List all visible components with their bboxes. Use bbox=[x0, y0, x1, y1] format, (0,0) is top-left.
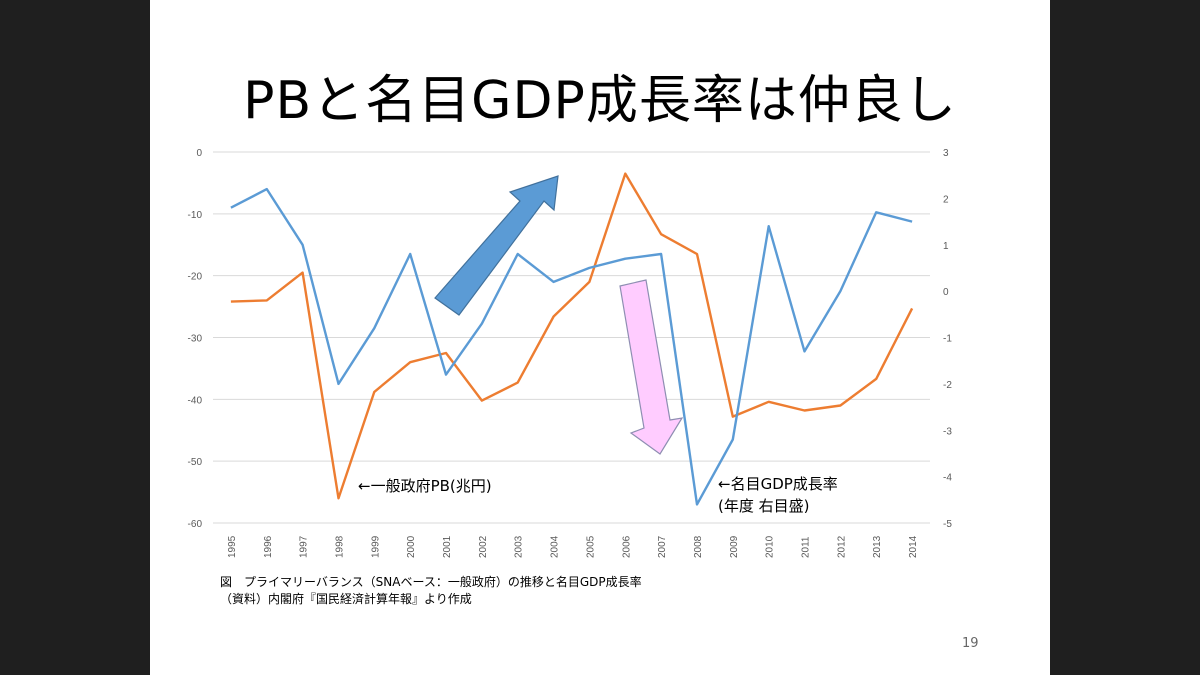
x-tick-label: 2009 bbox=[729, 535, 740, 558]
x-tick-label: 2006 bbox=[621, 535, 632, 558]
left-tick-label: -50 bbox=[188, 457, 203, 468]
gdp-series-line bbox=[230, 187, 913, 506]
page-number: 19 bbox=[962, 636, 979, 651]
left-axis-ticks: 0 -10 -20 -30 -40 -50 -60 bbox=[188, 148, 203, 530]
trend-arrows bbox=[434, 175, 684, 455]
x-tick-label: 2005 bbox=[585, 535, 596, 558]
right-tick-label: -4 bbox=[943, 473, 952, 484]
left-tick-label: -20 bbox=[188, 272, 203, 283]
figure-caption: 図 プライマリーバランス（SNAベース：一般政府）の推移と名目GDP成長率 （資… bbox=[220, 574, 642, 608]
x-tick-label: 2000 bbox=[406, 535, 417, 558]
right-axis-ticks: 3 2 1 0 -1 -2 -3 -4 -5 bbox=[943, 148, 952, 530]
left-tick-label: 0 bbox=[196, 148, 202, 159]
left-tick-label: -10 bbox=[188, 210, 203, 221]
x-tick-label: 2012 bbox=[836, 535, 847, 558]
right-tick-label: 2 bbox=[943, 194, 949, 205]
pb-series-label: ←一般政府PB(兆円) bbox=[358, 477, 492, 495]
caption-line-1: 図 プライマリーバランス（SNAベース：一般政府）の推移と名目GDP成長率 bbox=[220, 575, 642, 589]
right-tick-label: -5 bbox=[943, 519, 952, 530]
left-tick-label: -40 bbox=[188, 395, 203, 406]
down-arrow bbox=[619, 279, 684, 455]
x-tick-label: 2011 bbox=[801, 536, 812, 558]
x-tick-label: 2013 bbox=[872, 535, 883, 558]
x-tick-label: 2001 bbox=[442, 535, 453, 558]
right-tick-label: -2 bbox=[943, 380, 952, 391]
left-tick-label: -30 bbox=[188, 334, 203, 345]
x-tick-label: 1998 bbox=[334, 535, 345, 558]
x-tick-label: 2003 bbox=[514, 535, 525, 558]
x-tick-label: 1995 bbox=[227, 535, 238, 558]
grid-lines bbox=[213, 151, 930, 524]
x-tick-label: 2010 bbox=[765, 535, 776, 558]
x-tick-label: 2004 bbox=[550, 535, 561, 558]
left-tick-label: -60 bbox=[188, 519, 203, 530]
series-lines bbox=[230, 172, 914, 506]
x-tick-label: 1997 bbox=[299, 535, 310, 558]
x-tick-label: 2008 bbox=[693, 535, 704, 558]
x-axis-ticks: 1995 1996 1997 1998 1999 2000 2001 2002 2003 2004… bbox=[227, 535, 919, 558]
right-tick-label: 0 bbox=[943, 287, 949, 298]
x-tick-label: 2002 bbox=[478, 535, 489, 558]
caption-line-2: （資料）内閣府『国民経済計算年報』より作成 bbox=[220, 592, 472, 606]
gdp-series-label-line2: (年度 右目盛) bbox=[718, 497, 809, 515]
right-tick-label: 3 bbox=[943, 148, 949, 159]
up-arrow bbox=[434, 175, 559, 316]
x-tick-label: 1999 bbox=[370, 535, 381, 558]
x-tick-label: 2014 bbox=[908, 535, 919, 558]
pb-series-line bbox=[230, 172, 914, 500]
right-tick-label: -1 bbox=[943, 334, 952, 345]
x-tick-label: 1996 bbox=[263, 535, 274, 558]
right-tick-label: 1 bbox=[943, 241, 949, 252]
gdp-series-label-line1: ←名目GDP成長率 bbox=[718, 475, 838, 493]
slide-title: PBと名目GDP成長率は仲良し bbox=[243, 71, 957, 131]
right-tick-label: -3 bbox=[943, 426, 952, 437]
x-tick-label: 2007 bbox=[657, 535, 668, 558]
